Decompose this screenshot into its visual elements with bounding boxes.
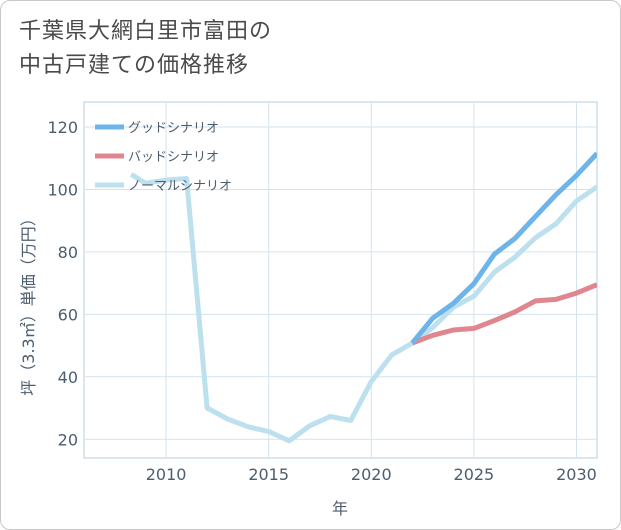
x-tick-label: 2015 (248, 465, 289, 484)
series-line-2 (129, 172, 597, 444)
series-lines (129, 151, 597, 444)
chart-title: 千葉県大網白里市富田の 中古戸建ての価格推移 (19, 15, 272, 83)
y-tick-label: 120 (47, 118, 78, 137)
axis-ticks: 20 40 60 80 100 120 2010 2015 2020 2025 2030 (47, 118, 596, 484)
y-tick-label: 20 (58, 430, 78, 449)
x-tick-label: 2030 (556, 465, 597, 484)
x-axis-title: 年 (332, 499, 348, 518)
series-line-0 (410, 151, 597, 345)
x-tick-label: 2020 (351, 465, 392, 484)
y-axis-title: 坪（3.3㎡）単価（万円） (19, 210, 38, 395)
legend-label-1: バッドシナリオ (128, 150, 219, 165)
y-tick-label: 80 (58, 243, 78, 262)
plot-background (83, 101, 598, 459)
y-tick-label: 100 (47, 180, 78, 199)
legend-label-2: ノーマルシナリオ (128, 179, 232, 194)
series-line-1 (411, 282, 597, 346)
chart-title-line-1: 千葉県大網白里市富田の (19, 19, 273, 44)
chart-title-line-2: 中古戸建ての価格推移 (19, 53, 250, 78)
y-tick-label: 60 (58, 305, 78, 324)
legend-label-0: グッドシナリオ (128, 121, 219, 136)
x-tick-label: 2010 (146, 465, 187, 484)
x-tick-label: 2025 (454, 465, 495, 484)
y-tick-label: 40 (58, 368, 78, 387)
